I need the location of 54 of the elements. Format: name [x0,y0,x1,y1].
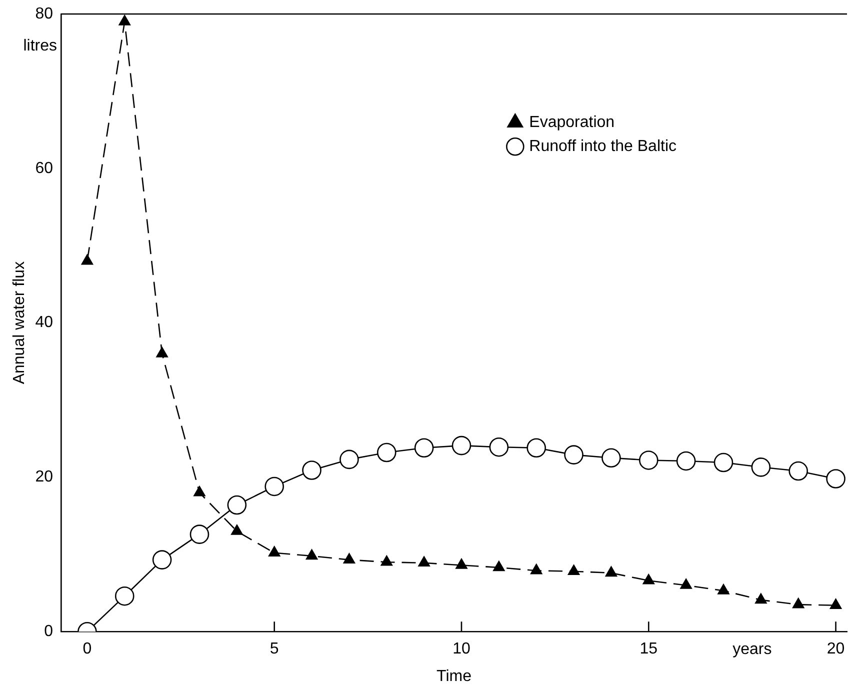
point [152,550,172,570]
point [194,486,206,496]
legend-label: Evaporation [529,114,615,132]
x-tick-label: 0 [82,640,92,658]
point [676,451,696,471]
point [792,598,804,608]
y-tick-label: 0 [44,623,54,640]
x-axis-title: Time [436,668,472,685]
y-tick-label: 40 [35,314,54,332]
point [114,586,134,606]
point [755,593,767,604]
text: years [732,641,772,658]
x-tick-label: 15 [640,640,658,658]
point [306,549,318,560]
point [227,495,247,515]
text: litres [23,37,57,54]
legend-label: Runoff into the Baltic [529,138,677,156]
point [418,556,430,567]
y-tick-label: 20 [35,468,54,486]
point [788,461,808,481]
point [830,598,842,609]
point [343,553,356,564]
y-tick-label: 60 [35,160,54,177]
point [826,469,846,488]
y-tick-label: 80 [35,5,54,22]
point [268,546,280,557]
point [340,450,359,470]
point [380,555,392,566]
point [264,476,284,496]
point [605,566,618,577]
x-tick-label: 10 [452,640,470,658]
point [231,524,243,535]
point [530,564,542,574]
point [718,584,730,594]
point [456,558,468,569]
point [714,452,734,472]
point [452,436,472,456]
point [526,438,546,458]
x-tick-label: 20 [826,640,845,658]
point [638,450,658,470]
point [680,578,692,589]
point [376,442,396,462]
point [489,437,509,457]
point [568,564,580,576]
point [493,560,505,572]
point [642,574,654,584]
point [564,445,584,464]
point [414,438,434,458]
point [302,460,322,480]
point [751,458,771,477]
y-axis-title: Annual water flux [11,261,28,384]
x-tick-label: 5 [270,640,279,658]
point [190,524,210,544]
point [602,448,621,468]
